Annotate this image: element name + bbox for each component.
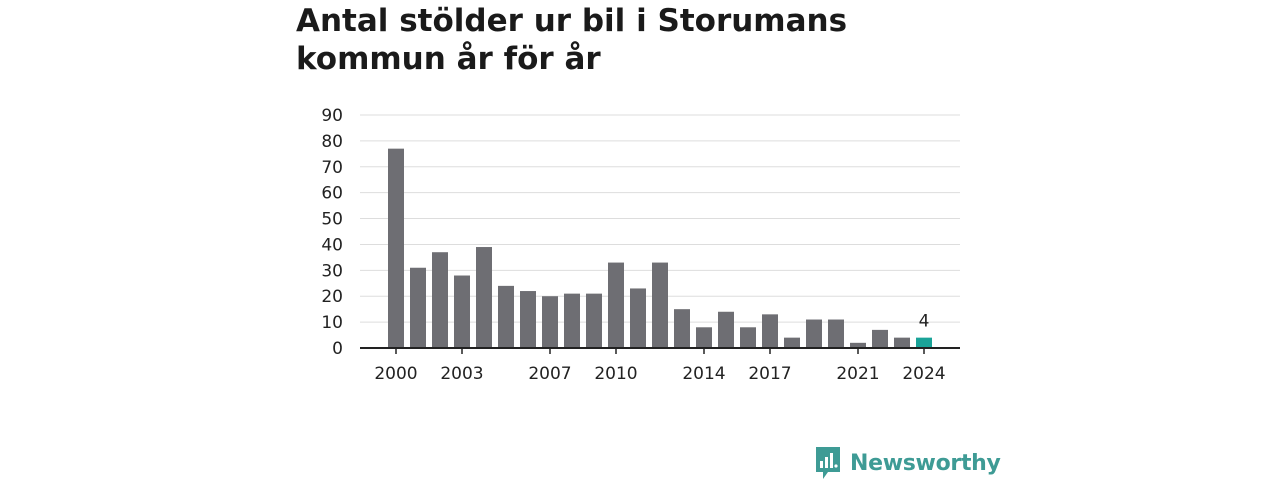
y-tick-label: 70 <box>321 158 343 178</box>
bar <box>564 293 580 348</box>
y-tick-label: 10 <box>321 313 343 333</box>
x-tick-label: 2003 <box>440 364 483 384</box>
bar <box>410 267 426 348</box>
bar <box>520 291 536 348</box>
x-tick-label: 2014 <box>682 364 725 384</box>
bar <box>784 337 800 348</box>
x-tick-label: 2007 <box>528 364 571 384</box>
y-tick-label: 20 <box>321 287 343 307</box>
newsworthy-logo-icon <box>816 447 840 479</box>
chart-title-line-1: Antal stölder ur bil i Storumans <box>296 3 848 39</box>
bar <box>454 275 470 348</box>
bar <box>498 285 514 348</box>
bar <box>476 247 492 348</box>
y-tick-label: 80 <box>321 132 343 152</box>
data-label-highlight: 4 <box>919 312 930 332</box>
x-tick-label: 2021 <box>836 364 879 384</box>
y-tick-label: 90 <box>321 106 343 126</box>
y-tick-label: 50 <box>321 210 343 230</box>
x-tick-label: 2024 <box>902 364 945 384</box>
bar <box>652 262 668 348</box>
bar <box>740 327 756 348</box>
bar <box>388 148 404 348</box>
bar <box>872 329 888 348</box>
bar <box>674 309 690 348</box>
bar-chart: 0 10 20 30 40 50 60 70 80 90 2000 2003 2007 2010 2014 2… <box>321 106 960 384</box>
x-tick-label: 2017 <box>748 364 791 384</box>
x-tick-label: 2010 <box>594 364 637 384</box>
bar <box>542 296 558 348</box>
bar <box>806 319 822 348</box>
bar <box>718 311 734 348</box>
y-tick-label: 60 <box>321 184 343 204</box>
bar <box>894 337 910 348</box>
bar <box>630 288 646 348</box>
chart-title-line-2: kommun år för år <box>296 41 601 77</box>
bar <box>762 314 778 348</box>
y-tick-label: 30 <box>321 261 343 281</box>
x-tick-label: 2000 <box>374 364 417 384</box>
bar <box>432 252 448 348</box>
bar <box>850 342 866 348</box>
newsworthy-brand-name: Newsworthy <box>850 450 1001 476</box>
bar <box>696 327 712 348</box>
bar <box>586 293 602 348</box>
bar <box>608 262 624 348</box>
bar <box>828 319 844 348</box>
chart-title: Antal stölder ur bil i Storumans kommun … <box>296 2 996 78</box>
bar <box>916 337 932 348</box>
newsworthy-brand: Newsworthy <box>814 446 1001 480</box>
y-tick-label: 0 <box>332 339 343 359</box>
y-tick-label: 40 <box>321 235 343 255</box>
